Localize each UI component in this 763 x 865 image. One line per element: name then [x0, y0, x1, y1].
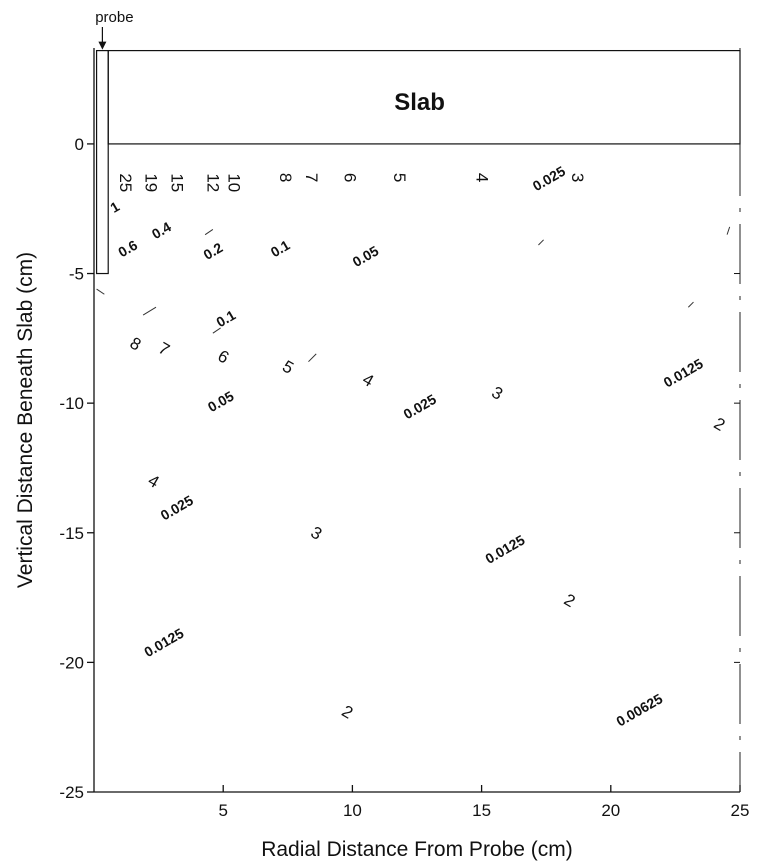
x-tick-label: 10: [343, 801, 362, 820]
y-tick-label: -20: [59, 653, 84, 672]
contour-label: 1: [107, 198, 122, 216]
contour-label: 15: [168, 173, 187, 192]
contour-label: 2: [561, 590, 579, 611]
contour-label: 2: [339, 701, 357, 722]
contour-label: 0.025: [400, 391, 439, 422]
x-tick-label: 5: [218, 801, 227, 820]
y-tick-label: -25: [59, 783, 84, 802]
contour-label: 0.2: [201, 239, 226, 263]
x-tick-label: 20: [601, 801, 620, 820]
contour-label: 0.05: [350, 242, 382, 270]
contour-line-fragment: [212, 327, 221, 334]
x-axis-title: Radial Distance From Probe (cm): [261, 838, 573, 861]
contour-label: 0.1: [213, 307, 238, 331]
y-tick-label: -10: [59, 394, 84, 413]
contour-label: 4: [145, 471, 163, 492]
contour-label: 5: [390, 173, 409, 182]
contour-label: 0.1: [268, 237, 293, 261]
contour-label: 4: [359, 370, 377, 391]
probe-arrow-head: [98, 41, 107, 50]
contour-label: 0.0125: [482, 531, 527, 566]
contour-line-fragment: [687, 301, 694, 308]
y-axis-title: Vertical Distance Beneath Slab (cm): [14, 252, 37, 588]
contour-label: 7: [155, 339, 173, 360]
contour-label: 7: [302, 173, 321, 182]
contour-label: 3: [308, 523, 326, 544]
contour-label: 12: [204, 173, 223, 192]
contour-line-fragment: [538, 239, 544, 246]
contour-label: 0.00625: [613, 690, 665, 729]
contour-line-fragment: [308, 353, 317, 363]
contour-label: 0.6: [115, 237, 140, 261]
contour-label: 3: [488, 383, 506, 404]
contour-label: 0.0125: [141, 625, 186, 660]
contour-label: 0.4: [149, 218, 174, 242]
axes: 0-5-10-15-20-255 10 15 20 25: [59, 48, 749, 820]
probe-rect: [95, 49, 109, 275]
contour-label: 25: [116, 173, 135, 192]
probe: probe: [95, 9, 134, 275]
contour-line-fragment: [96, 288, 105, 295]
slab: Slab: [107, 49, 741, 145]
contour-line-fragment: [726, 226, 731, 235]
contour-label: 0.0125: [661, 355, 706, 390]
contour-label: 3: [568, 173, 587, 182]
contour-line-fragment: [142, 306, 157, 316]
contour-label: 0.025: [530, 163, 569, 194]
y-tick-label: 0: [75, 135, 84, 154]
slab-label: Slab: [394, 89, 445, 116]
contour-label: 19: [142, 173, 161, 192]
contour-label: 2: [711, 414, 729, 435]
contour-label: 10: [224, 173, 243, 192]
contour-label: 6: [341, 173, 360, 182]
contour-label: 0.025: [158, 492, 197, 523]
y-tick-label: -15: [59, 524, 84, 543]
contour-fragments: [96, 226, 731, 363]
y-tick-label: -5: [69, 265, 84, 284]
x-tick-label: 25: [731, 801, 750, 820]
x-tick-label: 15: [472, 801, 491, 820]
contour-label: 8: [127, 333, 145, 354]
contour-label: 5: [279, 357, 297, 378]
contour-label: 4: [472, 173, 491, 182]
contour-label: 8: [276, 173, 295, 182]
probe-label: probe: [95, 9, 133, 26]
contour-label: 0.05: [205, 388, 237, 416]
contour-line-fragment: [204, 229, 214, 236]
contour-label: 6: [215, 346, 233, 367]
